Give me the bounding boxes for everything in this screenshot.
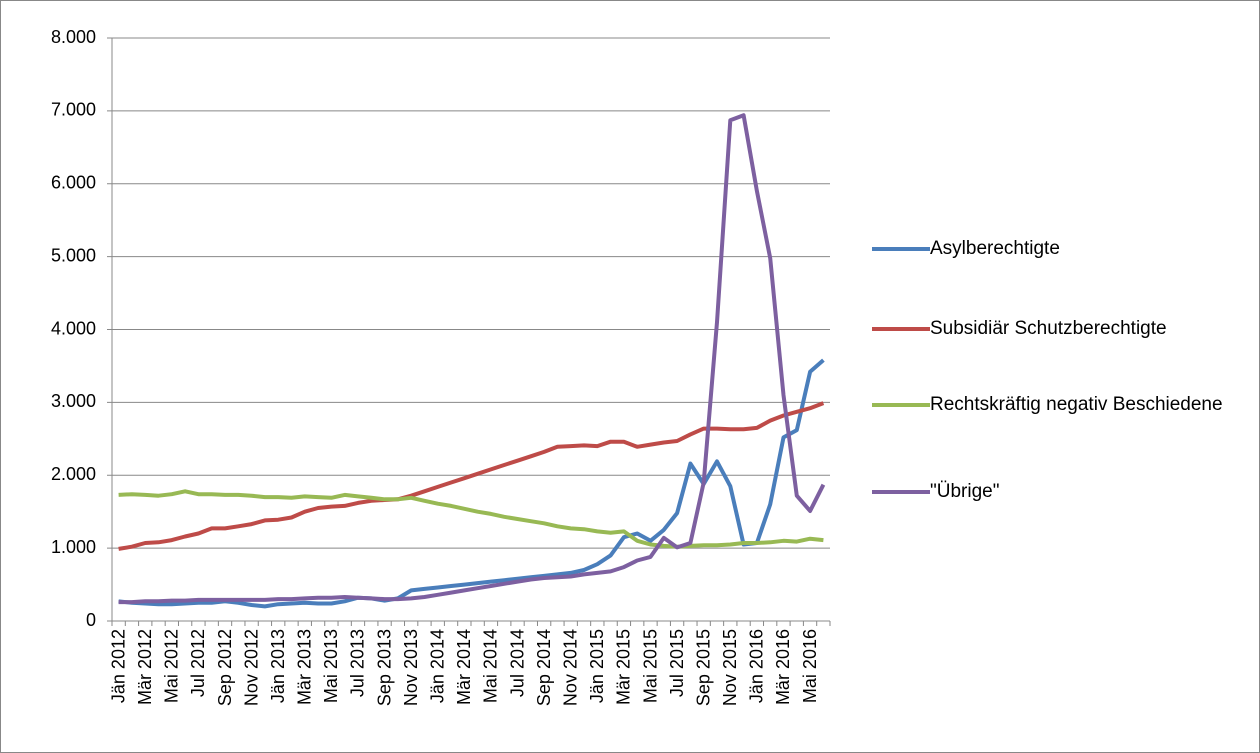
x-tick-label: Mär 2014 xyxy=(454,629,474,705)
legend-item: Subsidiär Schutzberechtigte xyxy=(872,317,1230,345)
x-tick-label: Nov 2012 xyxy=(241,629,261,706)
legend-label: Subsidiär Schutzberechtigte xyxy=(930,318,1167,339)
legend-item: Rechtskräftig negativ Beschiedene xyxy=(872,393,1230,421)
legend-label: Asylberechtigte xyxy=(930,238,1060,259)
x-tick-label: Jul 2012 xyxy=(188,629,208,697)
x-tick-label: Nov 2013 xyxy=(401,629,421,706)
y-tick-label: 6.000 xyxy=(51,173,96,193)
y-tick-label: 2.000 xyxy=(51,464,96,484)
x-tick-label: Mär 2013 xyxy=(295,629,315,705)
x-tick-label: Nov 2014 xyxy=(560,629,580,706)
series-line xyxy=(118,113,826,605)
legend-item: "Übrige" xyxy=(872,480,1230,508)
series-line xyxy=(118,401,825,551)
x-tick-label: Mai 2016 xyxy=(800,629,820,703)
legend-item: Asylberechtigte xyxy=(872,237,1230,265)
y-tick-label: 7.000 xyxy=(51,100,96,120)
x-tick-label: Mär 2016 xyxy=(773,629,793,705)
legend-swatch xyxy=(872,490,930,494)
x-tick-label: Jän 2015 xyxy=(587,629,607,703)
y-tick-label: 1.000 xyxy=(51,537,96,557)
legend-label: "Übrige" xyxy=(930,481,1000,502)
x-tick-label: Sep 2014 xyxy=(534,629,554,706)
x-tick-label: Jul 2013 xyxy=(348,629,368,697)
x-tick-label: Nov 2015 xyxy=(720,629,740,706)
series-line xyxy=(118,489,824,549)
x-tick-label: Mär 2015 xyxy=(614,629,634,705)
x-tick-label: Mai 2013 xyxy=(321,629,341,703)
x-tick-label: Mai 2015 xyxy=(640,629,660,703)
x-tick-label: Mai 2014 xyxy=(481,629,501,703)
x-tick-label: Sep 2012 xyxy=(215,629,235,706)
y-tick-label: 3.000 xyxy=(51,391,96,411)
legend-swatch xyxy=(872,403,930,407)
y-tick-label: 8.000 xyxy=(51,27,96,47)
x-tick-label: Jän 2016 xyxy=(747,629,767,703)
x-tick-label: Jän 2013 xyxy=(268,629,288,703)
x-tick-label: Sep 2013 xyxy=(374,629,394,706)
legend-label: Rechtskräftig negativ Beschiedene xyxy=(930,394,1223,415)
y-tick-label: 5.000 xyxy=(51,245,96,265)
x-tick-label: Jul 2014 xyxy=(507,629,527,697)
series-line xyxy=(118,358,825,609)
x-tick-label: Sep 2015 xyxy=(693,629,713,706)
x-tick-label: Mär 2012 xyxy=(135,629,155,705)
x-tick-label: Mai 2012 xyxy=(162,629,182,703)
legend-swatch xyxy=(872,327,930,331)
y-tick-label: 0 xyxy=(86,610,96,630)
x-tick-label: Jän 2014 xyxy=(428,629,448,703)
legend-swatch xyxy=(872,247,930,251)
x-tick-label: Jän 2012 xyxy=(108,629,128,703)
x-tick-label: Jul 2015 xyxy=(667,629,687,697)
y-tick-label: 4.000 xyxy=(51,318,96,338)
